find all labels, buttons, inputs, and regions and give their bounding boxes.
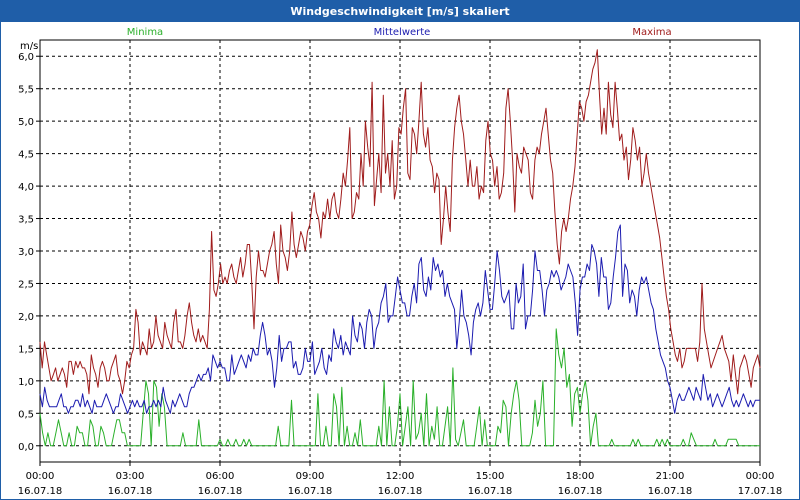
y-ticks: 0,0 0,5 1,0 1,5 2,0 2,5 3,0 3,5 4,0 4,5 5,0 5,5 6,0 [18,52,40,453]
y-tick-label: 6,0 [18,52,34,63]
x-tick-date: 16.07.18 [108,486,153,497]
x-tick-date: 16.07.18 [648,486,693,497]
window-title: Windgeschwindigkeit [m/s] skaliert [1,1,799,22]
x-ticks: 00:00 16.07.18 03:00 16.07.18 06:00 16.07.18 0… [18,462,783,497]
y-axis-label: m/s [20,41,38,52]
y-tick-label: 5,0 [18,117,34,128]
x-tick-time: 15:00 [476,471,505,482]
y-tick-label: 4,5 [18,150,34,161]
legend-minima: Minima [127,27,163,38]
y-tick-label: 2,5 [18,279,34,290]
x-tick-date: 16.07.18 [558,486,603,497]
legend-maxima: Maxima [632,27,671,38]
x-tick-time: 09:00 [296,471,325,482]
x-tick-time: 00:00 [746,471,775,482]
x-tick-time: 06:00 [206,471,235,482]
x-tick-time: 00:00 [26,471,55,482]
legend: Minima Mittelwerte Maxima [127,27,672,38]
y-tick-label: 0,0 [18,442,34,453]
y-tick-label: 2,0 [18,312,34,323]
x-tick-time: 03:00 [116,471,145,482]
x-tick-date: 17.07.18 [738,486,783,497]
legend-mittelwerte: Mittelwerte [374,27,431,38]
x-tick-time: 18:00 [566,471,595,482]
x-tick-date: 16.07.18 [288,486,333,497]
y-tick-label: 1,0 [18,377,34,388]
y-tick-label: 3,5 [18,215,34,226]
series-line-maxima [39,49,761,395]
y-tick-label: 0,5 [18,409,34,420]
x-tick-time: 21:00 [656,471,685,482]
series-line-minima [39,328,760,447]
y-tick-label: 3,0 [18,247,34,258]
x-tick-date: 16.07.18 [18,486,63,497]
series-line-mittelwerte [39,224,760,414]
x-tick-date: 16.07.18 [468,486,513,497]
x-tick-date: 16.07.18 [378,486,423,497]
x-tick-date: 16.07.18 [198,486,243,497]
y-tick-label: 4,0 [18,182,34,193]
series-lines [39,49,761,447]
y-tick-label: 1,5 [18,344,34,355]
x-tick-time: 12:00 [386,471,415,482]
y-tick-label: 5,5 [18,85,34,96]
